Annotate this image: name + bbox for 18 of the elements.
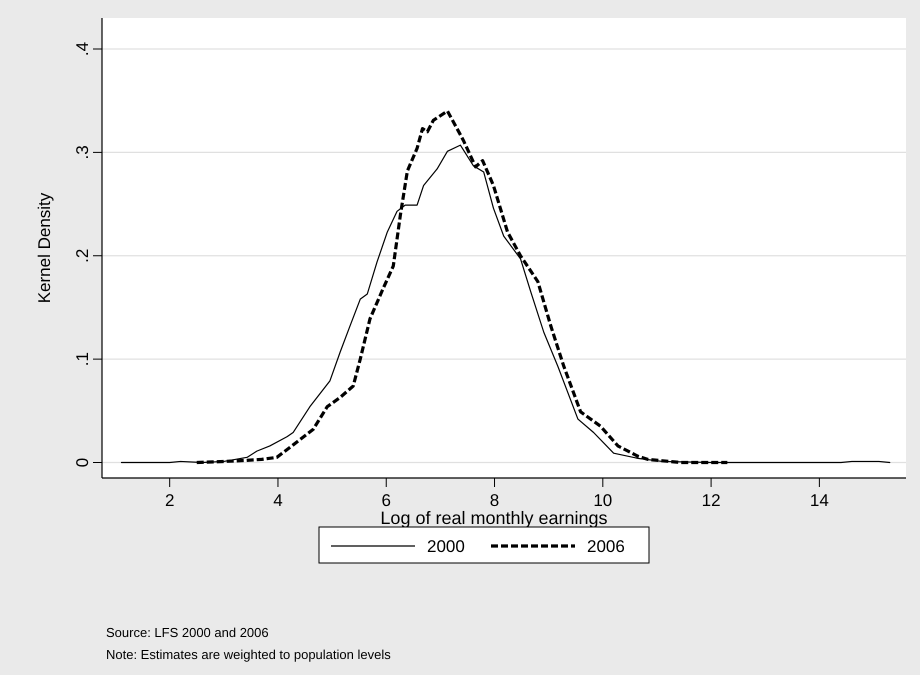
x-tick-label: 4 [273,491,283,510]
y-tick-label: .2 [73,248,92,263]
x-tick-label: 2 [164,491,174,510]
y-axis-title: Kernel Density [35,192,54,304]
text: Note: Estimates are weighted to population levels [106,647,392,662]
y-tick-label: .4 [73,42,92,56]
source-note: Source: LFS 2000 and 2006 [106,625,269,640]
x-tick-label: 6 [382,491,391,510]
y-tick-label: 0 [73,458,92,468]
legend-label: 2000 [427,537,465,556]
x-tick-label: 12 [702,491,721,510]
y-tick-label: .3 [73,145,92,160]
x-tick-label: 14 [810,491,829,510]
legend-label: 2006 [587,537,625,556]
x-axis-title: Log of real monthly earnings [380,508,608,528]
x-tick-label: 8 [490,491,500,510]
x-tick-label: 10 [593,491,612,510]
y-tick-label: .1 [73,352,92,366]
